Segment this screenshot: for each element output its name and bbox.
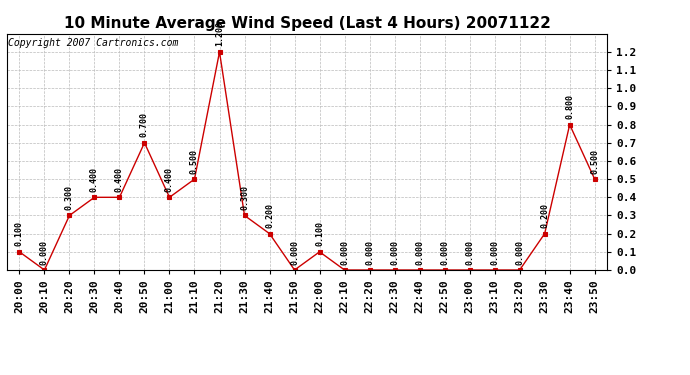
Text: 0.000: 0.000 <box>415 240 424 264</box>
Text: 0.000: 0.000 <box>40 240 49 264</box>
Text: 0.000: 0.000 <box>340 240 349 264</box>
Text: 0.500: 0.500 <box>190 148 199 174</box>
Text: 0.000: 0.000 <box>515 240 524 264</box>
Text: 0.000: 0.000 <box>290 240 299 264</box>
Text: 0.300: 0.300 <box>240 185 249 210</box>
Text: 0.700: 0.700 <box>140 112 149 137</box>
Text: 0.000: 0.000 <box>465 240 474 264</box>
Text: 0.000: 0.000 <box>490 240 499 264</box>
Text: 0.300: 0.300 <box>65 185 74 210</box>
Text: 0.100: 0.100 <box>15 221 24 246</box>
Text: 0.200: 0.200 <box>265 203 274 228</box>
Text: 0.400: 0.400 <box>90 167 99 192</box>
Text: 0.800: 0.800 <box>565 94 574 119</box>
Text: 0.400: 0.400 <box>115 167 124 192</box>
Title: 10 Minute Average Wind Speed (Last 4 Hours) 20071122: 10 Minute Average Wind Speed (Last 4 Hou… <box>63 16 551 31</box>
Text: 0.200: 0.200 <box>540 203 549 228</box>
Text: 0.100: 0.100 <box>315 221 324 246</box>
Text: 0.400: 0.400 <box>165 167 174 192</box>
Text: 0.000: 0.000 <box>440 240 449 264</box>
Text: 1.200: 1.200 <box>215 21 224 46</box>
Text: 0.000: 0.000 <box>365 240 374 264</box>
Text: Copyright 2007 Cartronics.com: Copyright 2007 Cartronics.com <box>8 39 179 48</box>
Text: 0.500: 0.500 <box>590 148 599 174</box>
Text: 0.000: 0.000 <box>390 240 399 264</box>
